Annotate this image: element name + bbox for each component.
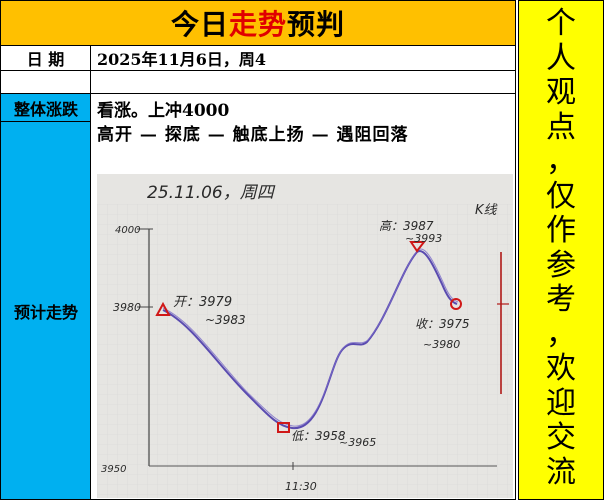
date-value: 2025年11月6日，周4 bbox=[97, 50, 267, 69]
sketch-svg: 25.11.06，周四 K线 4000 3980 3950 11:30 开：39… bbox=[97, 174, 513, 498]
title-highlight: 走势 bbox=[228, 8, 287, 41]
side-text-char: 个 bbox=[546, 6, 576, 41]
high-label: 高：3987 bbox=[379, 219, 434, 233]
spacer-cell bbox=[1, 71, 91, 93]
time-label: 11:30 bbox=[285, 480, 317, 493]
label-column: 整体涨跌 预计走势 bbox=[1, 94, 91, 499]
side-text-char: 观 bbox=[546, 75, 576, 110]
side-text-char: 考 bbox=[546, 282, 576, 317]
high-marker bbox=[409, 241, 427, 253]
date-row: 日 期 2025年11月6日，周4 bbox=[1, 46, 515, 71]
side-text-char: 流 bbox=[546, 454, 576, 490]
side-text-char: 人 bbox=[546, 40, 576, 76]
open-marker bbox=[155, 301, 171, 316]
spacer-row bbox=[1, 71, 515, 94]
low-label: 低：3958 bbox=[291, 429, 346, 443]
side-text-char: 交 bbox=[546, 420, 576, 455]
forecast-label: 预计走势 bbox=[13, 303, 78, 322]
title-prefix: 今日 bbox=[170, 8, 229, 41]
forecast-curve bbox=[162, 250, 458, 430]
side-text: 个人观点，仅作参考，欢迎交流 bbox=[519, 6, 603, 490]
card-frame bbox=[0, 0, 516, 500]
low-sub: ~3965 bbox=[339, 436, 376, 449]
low-marker bbox=[277, 422, 290, 433]
side-text-char: ， bbox=[546, 144, 576, 179]
overall-text: 看涨。上冲4000 bbox=[97, 101, 230, 121]
side-text-char: 点 bbox=[546, 109, 576, 145]
overall-label: 整体涨跌 bbox=[1, 94, 91, 122]
close-sub: ~3980 bbox=[423, 338, 460, 351]
side-text-char: 参 bbox=[546, 247, 576, 283]
sketch-corner: K线 bbox=[475, 203, 498, 218]
side-text-char: 迎 bbox=[546, 385, 576, 421]
page-title: 今日 走势 预判 bbox=[1, 1, 515, 46]
sketch-header: 25.11.06，周四 bbox=[147, 183, 276, 203]
paper-grid bbox=[97, 204, 513, 498]
side-text-char: 欢 bbox=[546, 351, 576, 386]
axis-top-label: 4000 bbox=[115, 225, 140, 236]
forecast-curve-shadow bbox=[162, 248, 459, 427]
sketch-photo: 25.11.06，周四 K线 4000 3980 3950 11:30 开：39… bbox=[97, 174, 513, 498]
high-sub: ~3993 bbox=[405, 232, 442, 245]
forecast-path: 高开 — 探底 — 触底上扬 — 遇阻回落 bbox=[97, 125, 409, 145]
date-label: 日 期 bbox=[1, 46, 91, 70]
side-text-char: ， bbox=[546, 316, 576, 352]
open-label: 开：3979 bbox=[173, 295, 232, 310]
side-text-char: 仅 bbox=[546, 178, 576, 214]
title-suffix: 预判 bbox=[287, 8, 346, 41]
side-text-char: 作 bbox=[546, 213, 576, 248]
close-marker bbox=[450, 298, 462, 310]
axis-mid-label: 3980 bbox=[113, 301, 141, 314]
side-panel: 个人观点，仅作参考，欢迎交流 bbox=[518, 0, 604, 500]
close-label: 收：3975 bbox=[415, 317, 470, 331]
open-sub: ~3983 bbox=[205, 313, 246, 327]
axis-bottom-label: 3950 bbox=[101, 464, 126, 475]
